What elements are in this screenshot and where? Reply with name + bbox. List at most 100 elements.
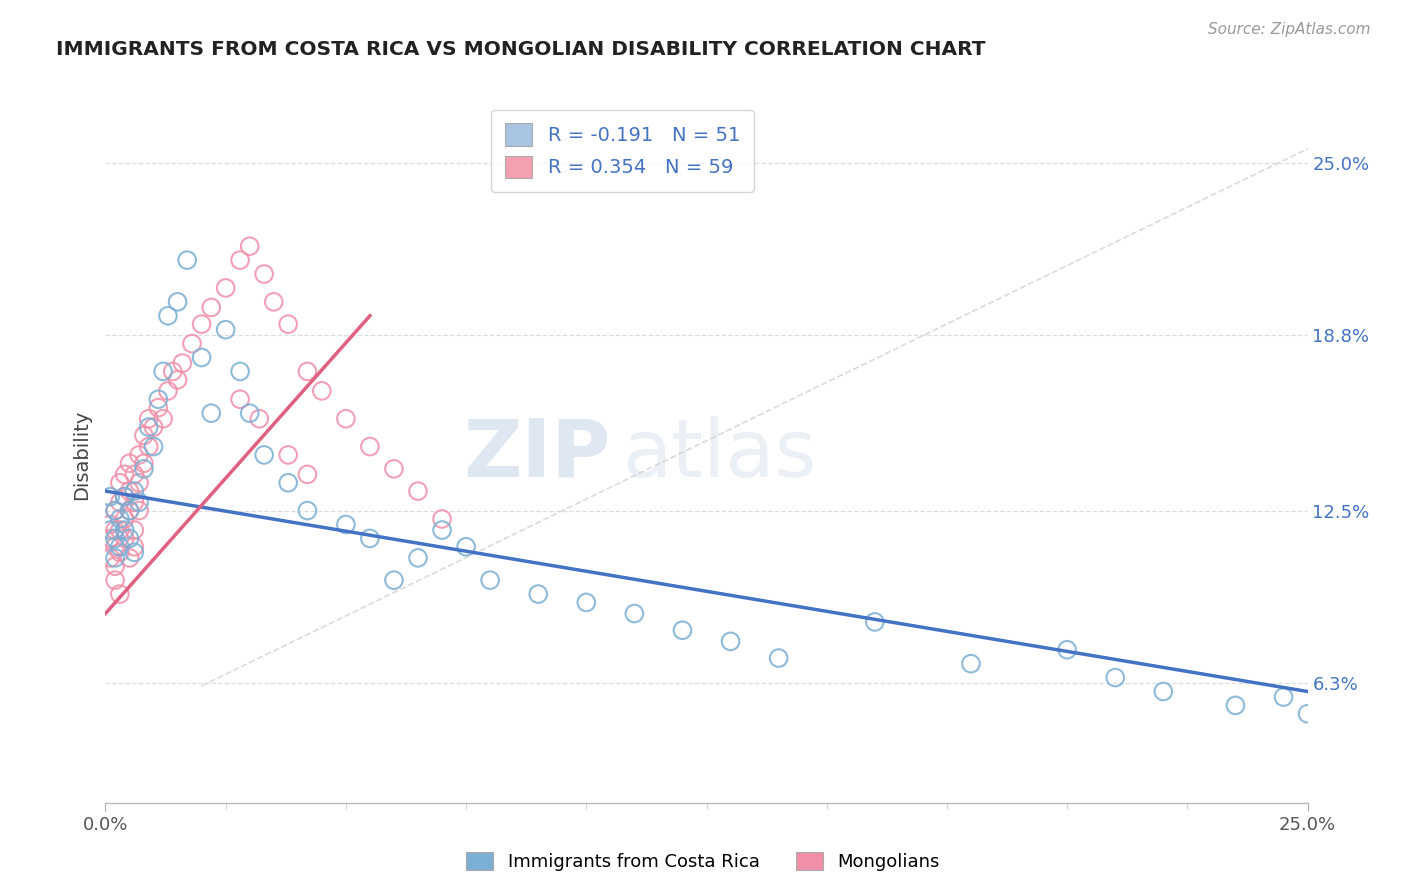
Point [214,323,236,337]
Point [98,523,121,537]
Point [671,624,693,638]
Point [152,364,174,378]
Point [1104,671,1126,685]
Point [132,456,155,470]
Point [104,503,127,517]
Point [108,523,131,537]
Point [128,495,150,509]
Point [297,467,319,482]
Point [720,634,742,648]
Point [214,281,236,295]
Point [138,420,160,434]
Point [297,503,319,517]
Point [104,559,127,574]
Point [277,475,299,490]
Point [124,467,146,482]
Point [104,550,127,565]
Legend: Immigrants from Costa Rica, Mongolians: Immigrants from Costa Rica, Mongolians [460,845,946,879]
Point [114,490,136,504]
Legend: R = -0.191   N = 51, R = 0.354   N = 59: R = -0.191 N = 51, R = 0.354 N = 59 [491,110,754,192]
Point [311,384,333,398]
Point [124,495,146,509]
Point [108,512,131,526]
Point [200,301,222,315]
Point [239,406,262,420]
Point [190,317,212,331]
Point [108,495,131,509]
Point [229,364,252,378]
Point [623,607,645,621]
Point [253,448,276,462]
Point [124,484,146,499]
Point [335,517,357,532]
Point [124,545,146,559]
Point [118,532,141,546]
Point [132,428,155,442]
Point [128,448,150,462]
Point [166,294,188,309]
Point [104,573,127,587]
Point [479,573,502,587]
Point [98,550,121,565]
Point [382,462,405,476]
Point [118,456,141,470]
Point [181,336,204,351]
Point [190,351,212,365]
Point [142,440,165,454]
Point [277,448,299,462]
Point [114,532,136,546]
Point [166,373,188,387]
Point [156,309,179,323]
Point [1152,684,1174,698]
Point [406,484,429,499]
Point [172,356,194,370]
Point [98,517,121,532]
Text: atlas: atlas [623,416,817,494]
Point [118,484,141,499]
Point [1296,706,1319,721]
Point [229,253,252,268]
Point [253,267,276,281]
Point [108,545,131,559]
Point [1056,642,1078,657]
Text: ZIP: ZIP [463,416,610,494]
Point [118,503,141,517]
Point [124,523,146,537]
Point [335,411,357,425]
Text: IMMIGRANTS FROM COSTA RICA VS MONGOLIAN DISABILITY CORRELATION CHART: IMMIGRANTS FROM COSTA RICA VS MONGOLIAN … [56,40,986,59]
Point [359,440,381,454]
Point [138,440,160,454]
Point [229,392,252,407]
Point [128,475,150,490]
Point [430,523,453,537]
Point [148,392,170,407]
Y-axis label: Disability: Disability [73,409,91,500]
Point [98,532,121,546]
Point [297,364,319,378]
Point [960,657,983,671]
Point [128,503,150,517]
Point [1272,690,1295,704]
Point [247,411,270,425]
Point [138,411,160,425]
Point [114,523,136,537]
Point [104,503,127,517]
Point [527,587,550,601]
Point [108,475,131,490]
Point [118,550,141,565]
Point [277,317,299,331]
Point [148,401,170,415]
Point [863,615,886,629]
Point [1225,698,1247,713]
Point [124,540,146,554]
Point [162,364,184,378]
Point [118,503,141,517]
Point [768,651,790,665]
Point [108,587,131,601]
Point [263,294,285,309]
Point [104,532,127,546]
Point [108,540,131,554]
Text: Source: ZipAtlas.com: Source: ZipAtlas.com [1208,22,1371,37]
Point [239,239,262,253]
Point [454,540,477,554]
